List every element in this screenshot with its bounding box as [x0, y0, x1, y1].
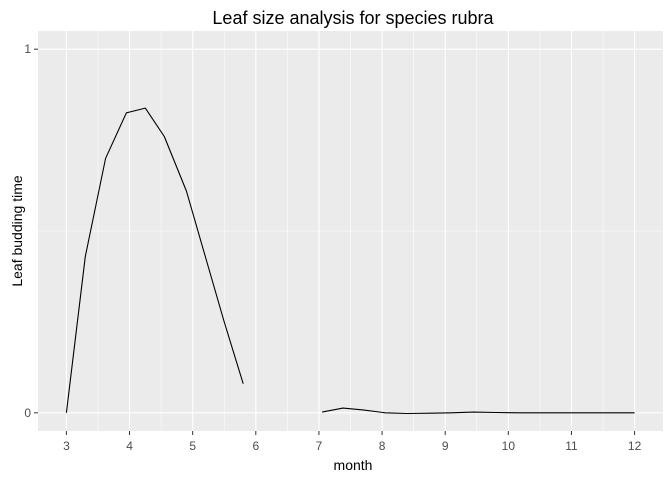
series-line-segment	[321, 407, 635, 415]
x-axis-title: month	[334, 457, 373, 473]
x-tick-label: 5	[189, 439, 196, 453]
x-tick-label: 6	[252, 439, 259, 453]
x-axis-ticks: 3 4 5 6 7 8 9 10 11 12	[63, 431, 642, 453]
x-tick-label: 7	[316, 439, 323, 453]
x-tick-label: 9	[442, 439, 449, 453]
major-gridlines	[38, 31, 663, 431]
x-tick-label: 12	[628, 439, 642, 453]
x-tick-label: 3	[63, 439, 70, 453]
x-tick-label: 8	[379, 439, 386, 453]
series-lines	[65, 107, 635, 415]
minor-gridlines	[38, 31, 663, 431]
y-tick-label: 1	[24, 42, 31, 56]
x-tick-label: 11	[565, 439, 578, 453]
x-tick-label: 4	[126, 439, 133, 453]
y-tick-label: 0	[24, 406, 31, 420]
y-axis-title: Leaf budding time	[9, 175, 25, 287]
x-tick-label: 10	[502, 439, 516, 453]
y-axis-ticks: 01	[24, 42, 38, 420]
series-line-segment	[65, 107, 244, 413]
chart-title: Leaf size analysis for species rubra	[212, 8, 494, 28]
